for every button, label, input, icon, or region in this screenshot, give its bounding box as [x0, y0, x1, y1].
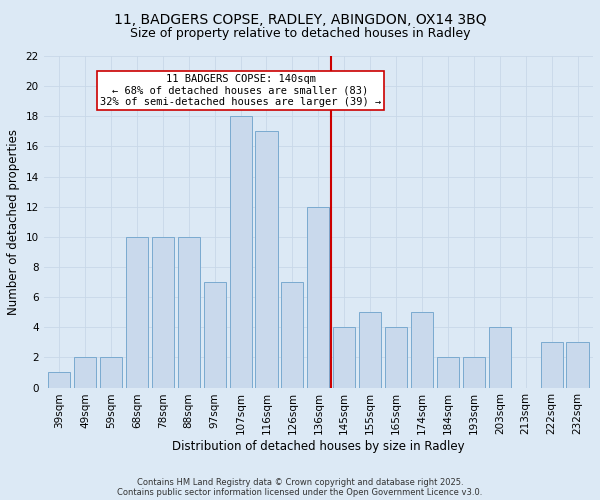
- Bar: [100, 358, 122, 388]
- Bar: [359, 312, 381, 388]
- Bar: [411, 312, 433, 388]
- Bar: [281, 282, 304, 388]
- Bar: [437, 358, 459, 388]
- Bar: [333, 327, 355, 388]
- Bar: [385, 327, 407, 388]
- Bar: [178, 237, 200, 388]
- Bar: [48, 372, 70, 388]
- Text: Contains public sector information licensed under the Open Government Licence v3: Contains public sector information licen…: [118, 488, 482, 497]
- Bar: [541, 342, 563, 388]
- Bar: [126, 237, 148, 388]
- Bar: [307, 206, 329, 388]
- Bar: [230, 116, 251, 388]
- Text: 11 BADGERS COPSE: 140sqm
← 68% of detached houses are smaller (83)
32% of semi-d: 11 BADGERS COPSE: 140sqm ← 68% of detach…: [100, 74, 381, 107]
- X-axis label: Distribution of detached houses by size in Radley: Distribution of detached houses by size …: [172, 440, 464, 453]
- Y-axis label: Number of detached properties: Number of detached properties: [7, 128, 20, 314]
- Text: Contains HM Land Registry data © Crown copyright and database right 2025.: Contains HM Land Registry data © Crown c…: [137, 478, 463, 487]
- Bar: [74, 358, 96, 388]
- Bar: [489, 327, 511, 388]
- Bar: [463, 358, 485, 388]
- Text: Size of property relative to detached houses in Radley: Size of property relative to detached ho…: [130, 28, 470, 40]
- Bar: [203, 282, 226, 388]
- Text: 11, BADGERS COPSE, RADLEY, ABINGDON, OX14 3BQ: 11, BADGERS COPSE, RADLEY, ABINGDON, OX1…: [113, 12, 487, 26]
- Bar: [256, 132, 278, 388]
- Bar: [566, 342, 589, 388]
- Bar: [152, 237, 174, 388]
